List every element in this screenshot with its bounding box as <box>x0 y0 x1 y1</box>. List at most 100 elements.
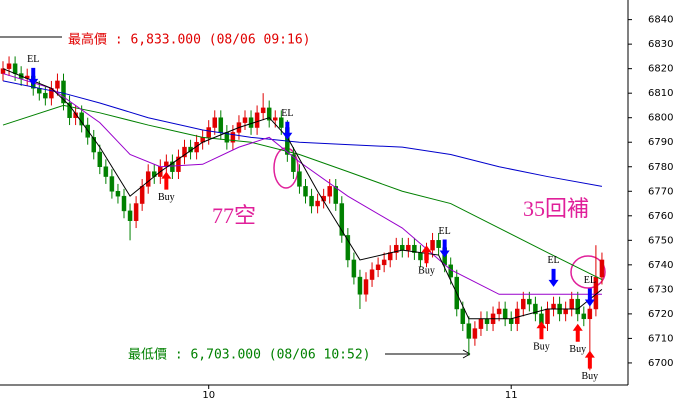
candle-body <box>139 186 145 204</box>
candle-body <box>182 146 187 158</box>
candle-body <box>97 151 103 168</box>
candle-body <box>496 308 502 315</box>
candle-body <box>303 186 308 197</box>
candle-body <box>569 298 574 310</box>
candle-body <box>115 191 121 197</box>
moving-average <box>2 80 603 187</box>
candle-body <box>206 127 211 138</box>
y-tick-label: 6830 <box>648 39 673 50</box>
candle-body <box>218 117 224 133</box>
candle-body <box>121 195 127 212</box>
candle-body <box>357 276 363 295</box>
high-annotation: 最高價 : 6,833.000 (08/06 09:16) <box>68 32 311 48</box>
signal-arrow <box>282 121 293 140</box>
y-tick-label: 6700 <box>648 358 673 369</box>
candle-body <box>575 298 580 315</box>
candle-body <box>521 298 526 310</box>
signal-label: EL <box>584 275 596 286</box>
candle-body <box>279 117 284 128</box>
candle-body <box>170 161 175 172</box>
candle-body <box>533 303 538 315</box>
signal-label: Buy <box>569 344 586 355</box>
x-tick-label: 11 <box>505 390 518 401</box>
signal-arrow <box>584 288 595 307</box>
candle-body <box>502 308 508 320</box>
candle-body <box>230 132 236 143</box>
candle-body <box>587 308 593 320</box>
y-tick-label: 6730 <box>648 284 673 295</box>
x-tick-label: 10 <box>202 390 215 401</box>
candle-body <box>194 141 199 153</box>
candle-body <box>406 244 411 251</box>
signal-arrow <box>421 245 432 264</box>
candle-body <box>12 63 18 74</box>
candle-body <box>339 203 345 236</box>
candle-body <box>551 303 556 310</box>
y-tick-label: 6710 <box>648 333 673 344</box>
candle-body <box>563 308 568 315</box>
candle-body <box>418 252 423 261</box>
y-tick-label: 6740 <box>648 260 673 271</box>
candle-body <box>581 313 587 320</box>
candle-body <box>430 240 435 251</box>
candle-body <box>248 117 254 128</box>
candle-body <box>394 244 399 253</box>
signal-arrow <box>439 239 450 258</box>
candle-body <box>381 259 387 266</box>
candle-body <box>436 240 441 248</box>
candle-body <box>266 107 272 121</box>
signal-label: EL <box>27 54 39 65</box>
candle-body <box>260 107 266 114</box>
y-tick-label: 6820 <box>648 64 673 75</box>
candle-body <box>351 259 357 278</box>
candle-body <box>291 154 296 172</box>
candle-body <box>472 328 478 339</box>
candle-body <box>43 92 48 99</box>
candle-body <box>478 318 484 329</box>
candle-body <box>400 244 405 251</box>
moving-average <box>2 73 602 295</box>
candle-body <box>133 203 139 221</box>
signal-label: Buy <box>418 266 435 277</box>
y-tick-label: 6840 <box>648 15 673 26</box>
candle-body <box>315 200 320 207</box>
candle-body <box>145 171 151 187</box>
signal-arrow <box>548 268 559 287</box>
candle-body <box>484 318 490 324</box>
y-tick-label: 6800 <box>648 113 673 124</box>
moving-average <box>2 104 603 281</box>
candle-body <box>375 264 381 270</box>
candle-body <box>460 308 466 324</box>
candle-body <box>327 186 332 197</box>
candle-body <box>369 269 375 280</box>
candle-body <box>61 80 66 104</box>
candle-body <box>345 235 351 261</box>
signal-arrow <box>28 67 39 86</box>
candle-body <box>55 80 60 89</box>
candle-body <box>273 117 278 121</box>
annotation: 77空 <box>212 203 256 228</box>
candle-body <box>67 102 72 118</box>
candle-body <box>109 176 115 192</box>
signal-label: Buy <box>533 342 550 353</box>
y-tick-label: 6780 <box>648 162 673 173</box>
candle-body <box>508 318 514 324</box>
candle-body <box>466 323 472 339</box>
signal-label: Buy <box>582 371 599 382</box>
y-tick-label: 6750 <box>648 235 673 246</box>
signal-label: Buy <box>158 192 175 203</box>
signal-arrow <box>584 350 595 369</box>
y-tick-label: 6770 <box>648 186 673 197</box>
y-tick-label: 6760 <box>648 211 673 222</box>
y-tick-label: 6810 <box>648 88 673 99</box>
annotation: 35回補 <box>523 196 589 221</box>
candle-body <box>297 171 302 187</box>
signal-label: EL <box>281 108 293 119</box>
candle-body <box>176 156 181 172</box>
signal-arrow <box>572 323 583 342</box>
signal-arrow <box>161 171 172 190</box>
signal-label: EL <box>547 255 559 266</box>
candle-body <box>254 112 260 128</box>
y-tick-label: 6720 <box>648 309 673 320</box>
